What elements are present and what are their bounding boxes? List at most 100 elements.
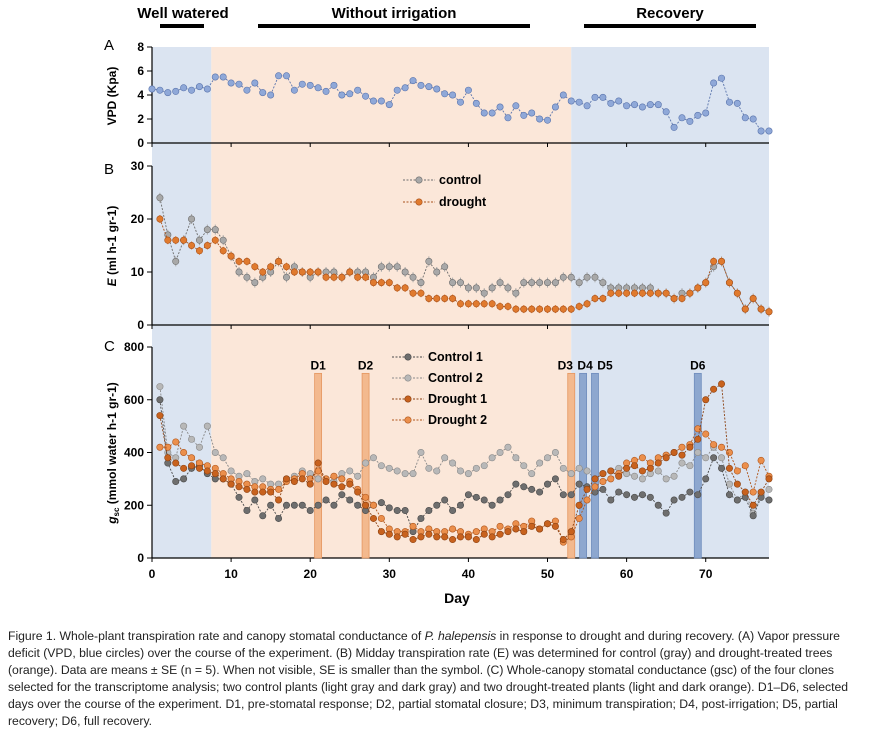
data-point	[710, 79, 718, 87]
data-point	[646, 289, 654, 297]
recovery-label: Recovery	[636, 5, 704, 22]
data-point	[631, 462, 639, 470]
data-point	[267, 488, 275, 496]
data-point	[583, 485, 591, 493]
data-point	[512, 525, 520, 533]
data-point	[449, 91, 457, 99]
data-point	[472, 300, 480, 308]
data-point	[243, 507, 251, 515]
data-point	[369, 97, 377, 105]
data-point	[662, 289, 670, 297]
data-point	[227, 480, 235, 488]
data-point	[425, 257, 433, 265]
data-point	[472, 99, 480, 107]
legend-control-1: Control 1	[392, 350, 483, 364]
legend-marker	[404, 374, 412, 382]
caption-rest: in response to drought and during recove…	[8, 629, 849, 728]
data-point	[654, 501, 662, 509]
data-point	[615, 488, 623, 496]
data-point	[599, 279, 607, 287]
legend-marker	[404, 353, 412, 361]
data-point	[441, 533, 449, 541]
data-point	[725, 464, 733, 472]
data-point	[172, 87, 180, 95]
data-point	[385, 464, 393, 472]
data-point	[417, 533, 425, 541]
data-point	[757, 456, 765, 464]
data-point	[472, 493, 480, 501]
data-point	[559, 305, 567, 313]
data-point	[425, 507, 433, 515]
data-point	[425, 83, 433, 91]
panel-c-ylabel: gsc (mmol water h-1 gr-1)	[105, 382, 121, 525]
data-point	[496, 496, 504, 504]
data-point	[338, 475, 346, 483]
legend-drought-2: Drought 2	[392, 413, 487, 427]
data-point	[385, 101, 393, 109]
data-point	[536, 305, 544, 313]
panel-b-ylabel: E (ml h-1 gr-1)	[105, 206, 119, 287]
data-point	[449, 279, 457, 287]
y-tick-label: 4	[137, 88, 144, 102]
series-vpd	[148, 72, 773, 135]
day-marker-label: D5	[597, 358, 613, 372]
data-point	[583, 102, 591, 110]
data-point	[156, 412, 164, 420]
data-point	[417, 81, 425, 89]
data-point	[512, 102, 520, 110]
data-point	[504, 491, 512, 499]
data-point	[512, 480, 520, 488]
data-point	[741, 488, 749, 496]
data-point	[749, 512, 757, 520]
day-marker-label: D3	[558, 358, 574, 372]
y-tick-label: 400	[124, 446, 144, 460]
data-point	[298, 268, 306, 276]
data-point	[195, 83, 203, 91]
data-point	[464, 284, 472, 292]
data-point	[441, 90, 449, 98]
data-point	[670, 496, 678, 504]
data-point	[741, 305, 749, 313]
data-point	[544, 520, 552, 528]
data-point	[188, 242, 196, 250]
data-point	[330, 472, 338, 480]
period-headers: Well watered Without irrigation Recovery	[137, 5, 756, 28]
data-point	[536, 488, 544, 496]
data-point	[480, 109, 488, 117]
data-point	[551, 103, 559, 111]
x-tick-label: 0	[149, 567, 156, 581]
data-point	[259, 268, 267, 276]
data-point	[456, 501, 464, 509]
data-point	[536, 115, 544, 123]
y-tick-label: 200	[124, 498, 144, 512]
data-point	[520, 462, 528, 470]
data-point	[496, 530, 504, 538]
data-point	[678, 294, 686, 302]
y-tick-label: 10	[131, 265, 145, 279]
data-point	[362, 273, 370, 281]
data-point	[449, 525, 457, 533]
data-point	[583, 300, 591, 308]
data-point	[354, 488, 362, 496]
data-point	[441, 496, 449, 504]
data-point	[306, 268, 314, 276]
data-point	[623, 289, 631, 297]
series-drought-2	[156, 425, 773, 546]
data-point	[172, 257, 180, 265]
data-point	[338, 491, 346, 499]
data-point	[662, 108, 670, 116]
data-point	[733, 467, 741, 475]
data-point	[195, 464, 203, 472]
data-point	[678, 451, 686, 459]
data-point	[528, 279, 536, 287]
data-point	[654, 289, 662, 297]
data-point	[290, 86, 298, 94]
data-point	[456, 300, 464, 308]
data-point	[322, 87, 330, 95]
data-point	[496, 279, 504, 287]
data-point	[480, 530, 488, 538]
data-point	[575, 302, 583, 310]
data-point	[670, 294, 678, 302]
data-point	[464, 491, 472, 499]
data-point	[496, 302, 504, 310]
